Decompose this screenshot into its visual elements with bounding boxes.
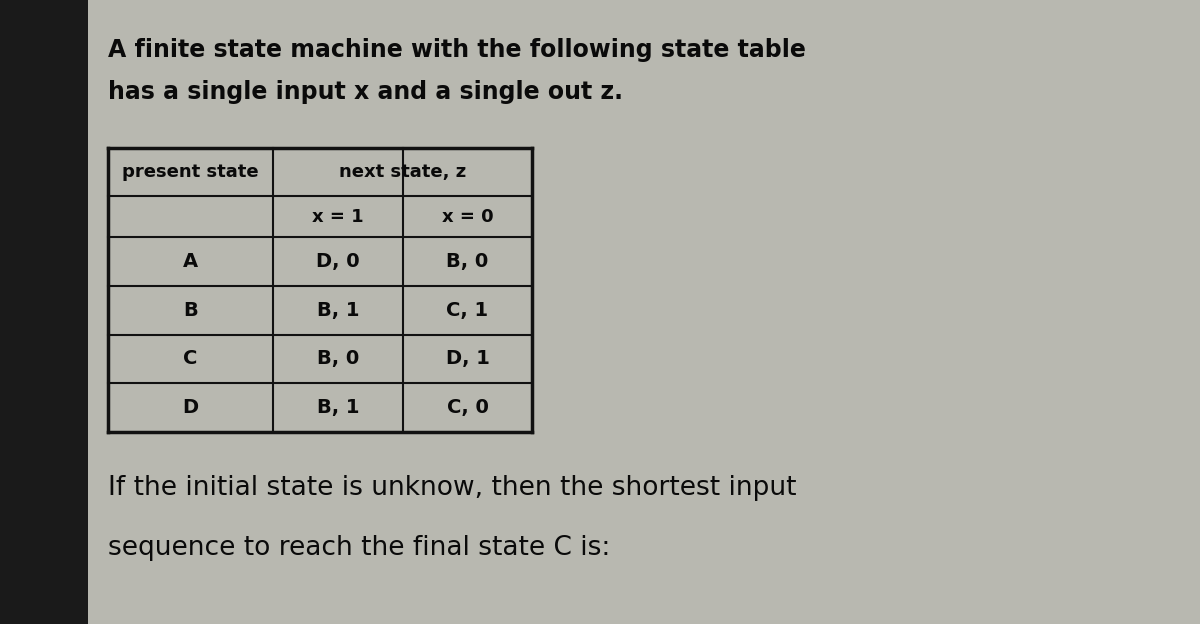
Text: B, 0: B, 0 — [446, 252, 488, 271]
Text: A: A — [182, 252, 198, 271]
Text: x = 1: x = 1 — [312, 208, 364, 225]
Bar — [108, 148, 532, 432]
Text: D: D — [182, 398, 198, 417]
Text: x = 0: x = 0 — [442, 208, 493, 225]
Text: B, 1: B, 1 — [317, 398, 359, 417]
Text: has a single input x and a single out z.: has a single input x and a single out z. — [108, 80, 623, 104]
Text: A finite state machine with the following state table: A finite state machine with the followin… — [108, 38, 806, 62]
Text: B: B — [184, 301, 198, 319]
Text: next state, z: next state, z — [338, 163, 466, 181]
Text: D, 0: D, 0 — [316, 252, 360, 271]
Text: C: C — [184, 349, 198, 368]
Text: C, 1: C, 1 — [446, 301, 488, 319]
Text: D, 1: D, 1 — [445, 349, 490, 368]
Text: C, 0: C, 0 — [446, 398, 488, 417]
Text: B, 0: B, 0 — [317, 349, 359, 368]
Text: present state: present state — [122, 163, 259, 181]
Text: B, 1: B, 1 — [317, 301, 359, 319]
Text: sequence to reach the final state C is:: sequence to reach the final state C is: — [108, 535, 611, 561]
Text: If the initial state is unknow, then the shortest input: If the initial state is unknow, then the… — [108, 475, 797, 501]
